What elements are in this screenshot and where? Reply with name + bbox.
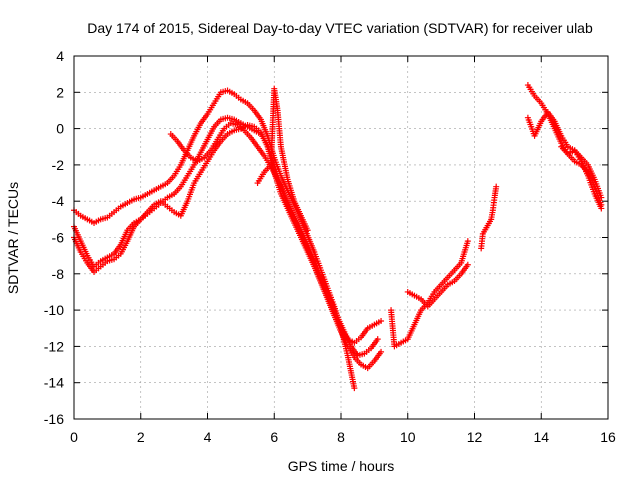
series-track-g	[404, 261, 471, 310]
y-tick-label: 2	[56, 84, 64, 100]
y-tick-label: -16	[44, 411, 64, 427]
series-track-k	[558, 143, 605, 212]
plot-frame	[73, 55, 609, 420]
y-tick-label: -6	[52, 230, 65, 246]
data-point	[598, 205, 605, 212]
data-point	[351, 385, 358, 392]
y-tick-label: -14	[44, 375, 64, 391]
data-point	[304, 227, 311, 234]
data-points	[71, 82, 605, 392]
grid	[74, 56, 608, 419]
x-tick-label: 2	[137, 429, 145, 445]
data-point	[374, 336, 381, 343]
series-track-a	[71, 87, 358, 392]
y-tick-label: 0	[56, 121, 64, 137]
series-track-h	[478, 183, 500, 252]
x-tick-label: 10	[400, 429, 416, 445]
y-tick-label: -4	[52, 193, 65, 209]
x-tick-label: 6	[270, 429, 278, 445]
y-tick-label: -8	[52, 266, 65, 282]
data-point	[464, 261, 471, 268]
x-tick-label: 8	[337, 429, 345, 445]
y-axis-label: SDTVAR / TECUs	[5, 182, 21, 294]
data-point	[378, 317, 385, 324]
x-tick-label: 0	[70, 429, 78, 445]
series-track-d	[167, 120, 381, 359]
x-tick-labels: 0 2 4 6 8 10 12 14 16	[70, 429, 616, 445]
x-axis-label: GPS time / hours	[288, 458, 395, 474]
y-tick-label: 4	[56, 48, 64, 64]
x-tick-label: 4	[204, 429, 212, 445]
y-tick-label: -12	[44, 338, 64, 354]
data-point	[378, 348, 385, 355]
y-tick-label: -10	[44, 302, 64, 318]
series-track-f	[388, 238, 471, 350]
series-track-e	[254, 85, 311, 234]
y-tick-labels: 4 2 0 -2 -4 -6 -8 -10 -12 -14 -16	[44, 48, 64, 427]
x-tick-label: 16	[600, 429, 616, 445]
data-point	[493, 183, 500, 190]
y-tick-label: -2	[52, 157, 65, 173]
x-tick-label: 12	[467, 429, 483, 445]
data-point	[464, 238, 471, 245]
x-tick-label: 14	[533, 429, 549, 445]
chart-title: Day 174 of 2015, Sidereal Day-to-day VTE…	[87, 20, 593, 36]
